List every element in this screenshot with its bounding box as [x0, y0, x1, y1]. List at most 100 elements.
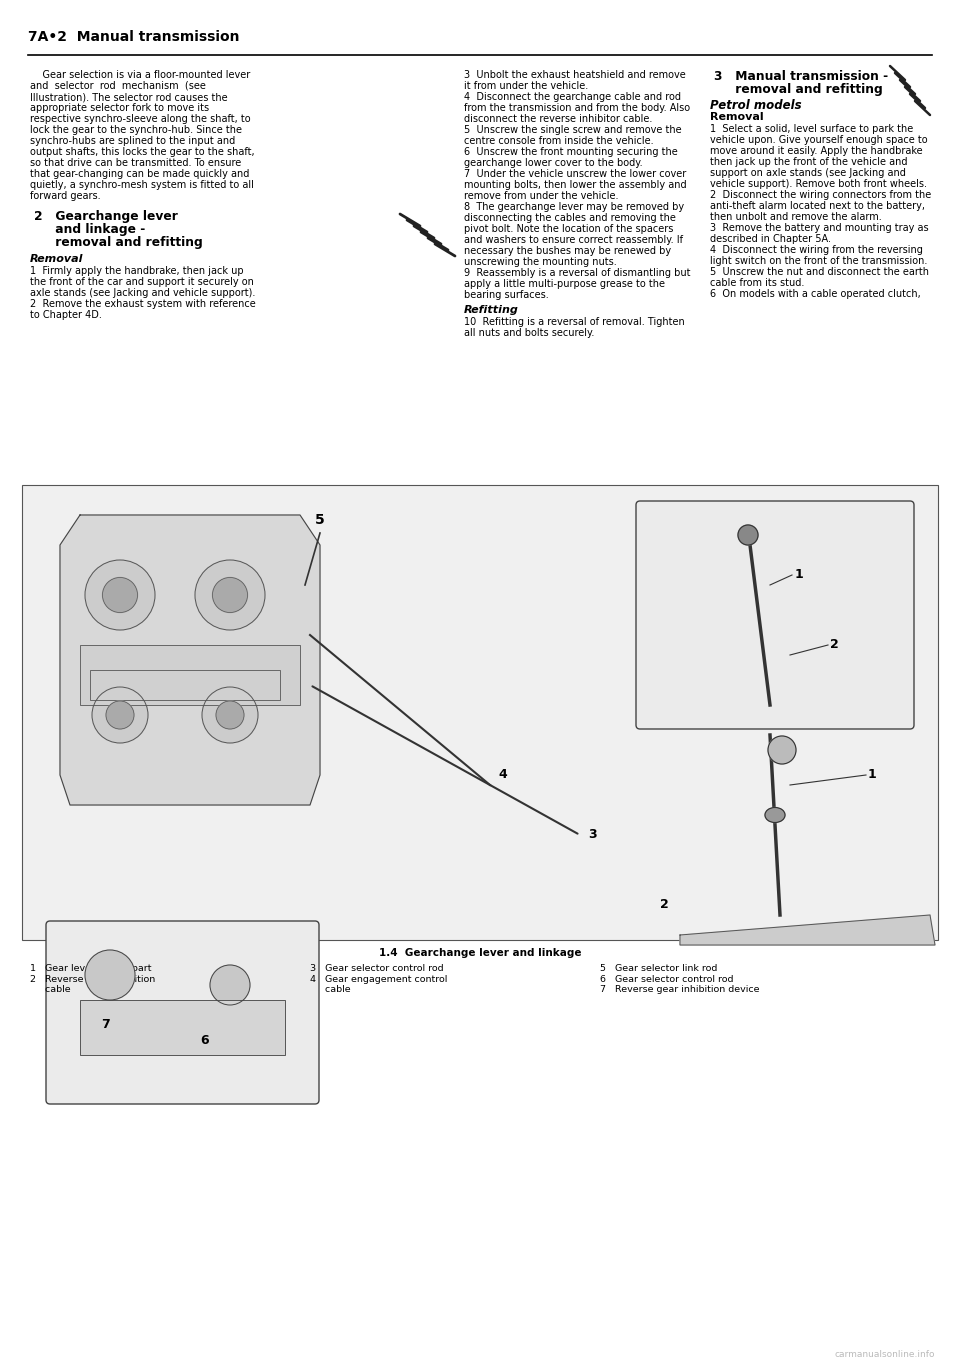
Text: disconnecting the cables and removing the: disconnecting the cables and removing th… — [464, 212, 676, 223]
Text: all nuts and bolts securely.: all nuts and bolts securely. — [464, 328, 594, 338]
Text: 1: 1 — [868, 768, 876, 782]
Text: necessary the bushes may be renewed by: necessary the bushes may be renewed by — [464, 247, 671, 256]
Text: cable: cable — [30, 985, 71, 994]
Text: 5  Unscrew the nut and disconnect the earth: 5 Unscrew the nut and disconnect the ear… — [710, 267, 929, 276]
Text: 1.4  Gearchange lever and linkage: 1.4 Gearchange lever and linkage — [379, 948, 581, 957]
Circle shape — [195, 560, 265, 631]
Circle shape — [202, 686, 258, 744]
Bar — [22, 485, 938, 940]
Text: 4  Disconnect the gearchange cable and rod: 4 Disconnect the gearchange cable and ro… — [464, 93, 681, 102]
Text: Illustration). The selector rod causes the: Illustration). The selector rod causes t… — [30, 93, 228, 102]
Text: 5: 5 — [315, 513, 324, 527]
Text: 4  Disconnect the wiring from the reversing: 4 Disconnect the wiring from the reversi… — [710, 245, 923, 255]
Text: bearing surfaces.: bearing surfaces. — [464, 290, 549, 300]
Bar — [90, 670, 280, 700]
Text: support on axle stands (see Jacking and: support on axle stands (see Jacking and — [710, 168, 906, 178]
Text: 10  Refitting is a reversal of removal. Tighten: 10 Refitting is a reversal of removal. T… — [464, 317, 684, 327]
Text: 3   Gear selector control rod: 3 Gear selector control rod — [310, 964, 444, 972]
Text: 2  Disconnect the wiring connectors from the: 2 Disconnect the wiring connectors from … — [710, 191, 931, 200]
Text: cable from its stud.: cable from its stud. — [710, 278, 804, 287]
Text: 2  Remove the exhaust system with reference: 2 Remove the exhaust system with referen… — [30, 300, 255, 309]
Text: then jack up the front of the vehicle and: then jack up the front of the vehicle an… — [710, 157, 907, 168]
Text: vehicle upon. Give yourself enough space to: vehicle upon. Give yourself enough space… — [710, 135, 927, 144]
Text: then unbolt and remove the alarm.: then unbolt and remove the alarm. — [710, 212, 881, 222]
Text: 7  Under the vehicle unscrew the lower cover: 7 Under the vehicle unscrew the lower co… — [464, 169, 686, 178]
Text: 6: 6 — [201, 1034, 209, 1046]
Circle shape — [85, 560, 155, 631]
Text: to Chapter 4D.: to Chapter 4D. — [30, 311, 102, 320]
Text: it from under the vehicle.: it from under the vehicle. — [464, 80, 588, 91]
Circle shape — [768, 735, 796, 764]
Text: 3  Remove the battery and mounting tray as: 3 Remove the battery and mounting tray a… — [710, 223, 928, 233]
Text: apply a little multi-purpose grease to the: apply a little multi-purpose grease to t… — [464, 279, 665, 289]
Circle shape — [103, 577, 137, 613]
Text: forward gears.: forward gears. — [30, 191, 101, 202]
Text: 9  Reassembly is a reversal of dismantling but: 9 Reassembly is a reversal of dismantlin… — [464, 268, 690, 278]
Text: anti-theft alarm located next to the battery,: anti-theft alarm located next to the bat… — [710, 202, 925, 211]
Text: 6   Gear selector control rod: 6 Gear selector control rod — [600, 974, 733, 983]
Text: remove from under the vehicle.: remove from under the vehicle. — [464, 191, 618, 202]
Text: carmanualsonline.info: carmanualsonline.info — [834, 1350, 935, 1359]
Text: 1  Select a solid, level surface to park the: 1 Select a solid, level surface to park … — [710, 124, 913, 133]
Text: Petrol models: Petrol models — [710, 99, 802, 112]
Bar — [80, 646, 300, 706]
Text: that gear-changing can be made quickly and: that gear-changing can be made quickly a… — [30, 169, 250, 178]
Text: 4   Gear engagement control: 4 Gear engagement control — [310, 974, 447, 983]
Circle shape — [106, 701, 134, 729]
Text: 7A•2  Manual transmission: 7A•2 Manual transmission — [28, 30, 239, 44]
Text: Removal: Removal — [710, 112, 763, 123]
Text: 1   Gear lever sliding part: 1 Gear lever sliding part — [30, 964, 152, 972]
Text: and linkage -: and linkage - — [34, 223, 145, 236]
Text: 3: 3 — [588, 828, 596, 842]
Text: axle stands (see Jacking and vehicle support).: axle stands (see Jacking and vehicle sup… — [30, 287, 255, 298]
Text: and  selector  rod  mechanism  (see: and selector rod mechanism (see — [30, 80, 205, 91]
Text: mounting bolts, then lower the assembly and: mounting bolts, then lower the assembly … — [464, 180, 686, 191]
FancyBboxPatch shape — [636, 501, 914, 729]
Text: unscrewing the mounting nuts.: unscrewing the mounting nuts. — [464, 257, 616, 267]
Text: Refitting: Refitting — [464, 305, 518, 315]
Circle shape — [212, 577, 248, 613]
Text: move around it easily. Apply the handbrake: move around it easily. Apply the handbra… — [710, 146, 923, 157]
Text: Gear selection is via a floor-mounted lever: Gear selection is via a floor-mounted le… — [30, 69, 251, 80]
Circle shape — [92, 686, 148, 744]
Text: 6  On models with a cable operated clutch,: 6 On models with a cable operated clutch… — [710, 289, 921, 300]
FancyBboxPatch shape — [46, 921, 319, 1105]
Ellipse shape — [765, 808, 785, 823]
Text: output shafts, this locks the gear to the shaft,: output shafts, this locks the gear to th… — [30, 147, 254, 157]
Text: appropriate selector fork to move its: appropriate selector fork to move its — [30, 104, 209, 113]
Circle shape — [216, 701, 244, 729]
Bar — [80, 1000, 285, 1056]
Text: disconnect the reverse inhibitor cable.: disconnect the reverse inhibitor cable. — [464, 114, 653, 124]
Text: 5  Unscrew the single screw and remove the: 5 Unscrew the single screw and remove th… — [464, 125, 682, 135]
Polygon shape — [60, 515, 320, 805]
Text: respective synchro-sleeve along the shaft, to: respective synchro-sleeve along the shaf… — [30, 114, 251, 124]
Text: 6  Unscrew the front mounting securing the: 6 Unscrew the front mounting securing th… — [464, 147, 678, 157]
Text: centre console from inside the vehicle.: centre console from inside the vehicle. — [464, 136, 654, 146]
Text: 3   Manual transmission -: 3 Manual transmission - — [714, 69, 888, 83]
Text: 7: 7 — [101, 1019, 109, 1031]
Text: 2: 2 — [660, 899, 669, 911]
Text: quietly, a synchro-mesh system is fitted to all: quietly, a synchro-mesh system is fitted… — [30, 180, 253, 191]
Text: vehicle support). Remove both front wheels.: vehicle support). Remove both front whee… — [710, 178, 927, 189]
Text: 2   Reverse gear inhibition: 2 Reverse gear inhibition — [30, 974, 156, 983]
Text: the front of the car and support it securely on: the front of the car and support it secu… — [30, 276, 253, 287]
Polygon shape — [680, 915, 935, 945]
Text: pivot bolt. Note the location of the spacers: pivot bolt. Note the location of the spa… — [464, 223, 673, 234]
Text: 3  Unbolt the exhaust heatshield and remove: 3 Unbolt the exhaust heatshield and remo… — [464, 69, 685, 80]
Text: lock the gear to the synchro-hub. Since the: lock the gear to the synchro-hub. Since … — [30, 125, 242, 135]
Text: so that drive can be transmitted. To ensure: so that drive can be transmitted. To ens… — [30, 158, 241, 168]
Text: and washers to ensure correct reassembly. If: and washers to ensure correct reassembly… — [464, 236, 683, 245]
Circle shape — [738, 524, 758, 545]
Text: 2: 2 — [830, 639, 839, 651]
Text: Removal: Removal — [30, 253, 84, 264]
Text: 2   Gearchange lever: 2 Gearchange lever — [34, 210, 178, 223]
Text: from the transmission and from the body. Also: from the transmission and from the body.… — [464, 104, 690, 113]
Text: removal and refitting: removal and refitting — [714, 83, 883, 95]
Text: 7   Reverse gear inhibition device: 7 Reverse gear inhibition device — [600, 985, 759, 994]
Text: 8  The gearchange lever may be removed by: 8 The gearchange lever may be removed by — [464, 202, 684, 212]
Text: described in Chapter 5A.: described in Chapter 5A. — [710, 234, 831, 244]
Text: 5   Gear selector link rod: 5 Gear selector link rod — [600, 964, 717, 972]
Text: gearchange lower cover to the body.: gearchange lower cover to the body. — [464, 158, 642, 168]
Text: 4: 4 — [498, 768, 507, 782]
Text: removal and refitting: removal and refitting — [34, 236, 203, 249]
